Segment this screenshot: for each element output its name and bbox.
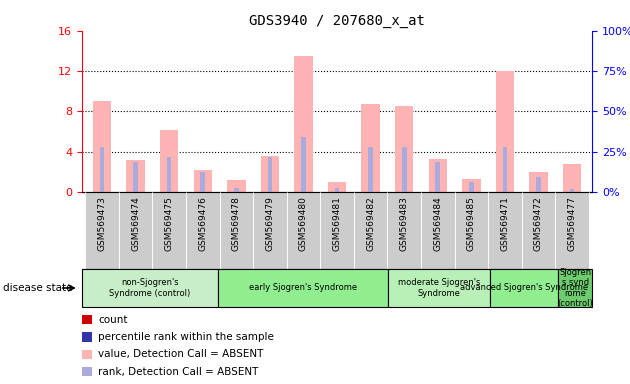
Title: GDS3940 / 207680_x_at: GDS3940 / 207680_x_at	[249, 14, 425, 28]
Bar	[455, 192, 488, 269]
Bar	[82, 315, 92, 324]
Text: GSM569481: GSM569481	[333, 196, 341, 251]
Text: GSM569477: GSM569477	[568, 196, 576, 251]
Bar	[160, 129, 178, 192]
Bar	[522, 192, 555, 269]
Bar	[395, 106, 413, 192]
Bar	[294, 56, 312, 192]
Bar	[555, 192, 589, 269]
Bar	[335, 188, 340, 192]
Text: advanced Sjogren's Syndrome: advanced Sjogren's Syndrome	[460, 283, 588, 293]
Text: GSM569479: GSM569479	[265, 196, 275, 251]
Bar	[82, 332, 92, 342]
Bar	[200, 172, 205, 192]
Text: percentile rank within the sample: percentile rank within the sample	[98, 332, 274, 342]
Bar	[82, 367, 92, 376]
Bar	[301, 137, 306, 192]
Text: GSM569475: GSM569475	[164, 196, 174, 251]
Bar	[462, 179, 481, 192]
Bar	[85, 192, 119, 269]
Bar	[218, 269, 388, 307]
Bar	[503, 147, 507, 192]
Text: GSM569482: GSM569482	[366, 196, 375, 251]
Text: value, Detection Call = ABSENT: value, Detection Call = ABSENT	[98, 349, 263, 359]
Bar	[268, 157, 272, 192]
Text: GSM569476: GSM569476	[198, 196, 207, 251]
Text: GSM569474: GSM569474	[131, 196, 140, 251]
Bar	[362, 104, 380, 192]
Text: rank, Detection Call = ABSENT: rank, Detection Call = ABSENT	[98, 366, 258, 377]
Bar	[558, 269, 592, 307]
Bar	[428, 159, 447, 192]
Text: GSM569480: GSM569480	[299, 196, 308, 251]
Bar	[496, 71, 514, 192]
Bar	[253, 192, 287, 269]
Bar	[119, 192, 152, 269]
Text: GSM569478: GSM569478	[232, 196, 241, 251]
Text: count: count	[98, 314, 128, 325]
Bar	[193, 170, 212, 192]
Bar	[529, 172, 547, 192]
Bar	[152, 192, 186, 269]
Bar	[186, 192, 219, 269]
Text: GSM569485: GSM569485	[467, 196, 476, 251]
Text: disease state: disease state	[3, 283, 72, 293]
Bar	[402, 147, 406, 192]
Bar	[387, 192, 421, 269]
Text: moderate Sjogren's
Syndrome: moderate Sjogren's Syndrome	[398, 278, 480, 298]
Bar	[219, 192, 253, 269]
Text: GSM569471: GSM569471	[500, 196, 510, 251]
Bar	[134, 162, 138, 192]
Bar	[93, 101, 112, 192]
Text: early Sjogren's Syndrome: early Sjogren's Syndrome	[249, 283, 357, 293]
Bar	[82, 349, 92, 359]
Bar	[320, 192, 354, 269]
Text: GSM569472: GSM569472	[534, 196, 543, 251]
Text: GSM569484: GSM569484	[433, 196, 442, 251]
Bar	[328, 182, 347, 192]
Bar	[354, 192, 387, 269]
Bar	[388, 269, 490, 307]
Bar	[563, 164, 581, 192]
Text: Sjogren
s synd
rome
(control): Sjogren s synd rome (control)	[558, 268, 593, 308]
Text: GSM569473: GSM569473	[98, 196, 106, 251]
Bar	[369, 147, 373, 192]
Bar	[287, 192, 320, 269]
Bar	[469, 182, 474, 192]
Text: GSM569483: GSM569483	[399, 196, 409, 251]
Bar	[261, 156, 279, 192]
Bar	[570, 189, 575, 192]
Bar	[234, 188, 239, 192]
Bar	[435, 162, 440, 192]
Bar	[167, 157, 171, 192]
Bar	[490, 269, 558, 307]
Bar	[536, 177, 541, 192]
Bar	[488, 192, 522, 269]
Bar	[100, 147, 105, 192]
Bar	[421, 192, 455, 269]
Bar	[227, 180, 246, 192]
Bar	[127, 160, 145, 192]
Text: non-Sjogren's
Syndrome (control): non-Sjogren's Syndrome (control)	[110, 278, 190, 298]
Bar	[82, 269, 218, 307]
